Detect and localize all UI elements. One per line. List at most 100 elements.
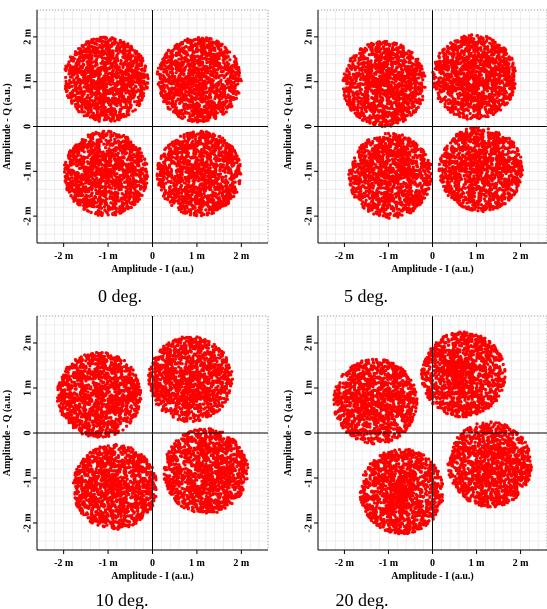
data-point [91,79,96,83]
data-point [93,146,98,150]
data-point [200,36,204,40]
data-point [219,78,223,82]
data-point [91,103,96,107]
data-point [231,89,236,93]
data-point [92,41,97,46]
data-point [90,73,94,77]
data-point [101,88,106,93]
data-point [63,167,67,171]
cluster-1 [63,35,150,123]
data-point [74,62,78,67]
data-point [228,95,233,99]
data-point [239,79,243,83]
data-point [108,91,112,96]
data-point [204,107,209,111]
data-point [112,42,116,46]
data-point [69,149,73,154]
data-point [137,192,141,196]
data-point [236,82,240,86]
data-point [99,167,103,171]
data-point [82,150,86,154]
data-point [84,106,88,110]
data-point [158,75,162,79]
data-point [71,67,75,71]
data-point [82,100,86,105]
data-point [211,78,215,83]
data-point [184,44,188,49]
data-point [88,178,93,182]
data-point [125,189,129,193]
data-point [133,56,137,60]
data-point [72,98,77,103]
data-point [221,104,225,109]
data-point [121,55,125,59]
data-point [90,85,94,89]
data-point [99,82,103,86]
data-point [64,79,68,84]
data-point [173,90,177,95]
data-point [207,88,212,93]
data-point [120,200,124,204]
data-point [215,68,219,72]
data-point [94,201,98,205]
data-point [233,62,237,66]
data-point [176,47,180,51]
data-point [199,98,203,103]
data-point [129,104,133,109]
data-point [84,196,89,200]
data-point [119,197,123,201]
data-point [95,39,99,43]
data-point [139,168,144,172]
data-point [115,146,119,150]
data-point [106,153,110,158]
data-point [67,60,71,64]
data-point [164,70,168,74]
data-point [131,87,135,91]
data-point [134,80,138,84]
data-point [80,70,84,74]
data-point [65,163,69,168]
data-point [97,161,101,165]
data-point [139,184,143,189]
data-point [71,196,75,201]
data-point [180,116,185,120]
data-point [117,188,121,192]
data-point [215,39,219,43]
data-point [78,104,82,109]
data-point [128,97,133,102]
data-point [96,118,101,122]
data-point [200,68,204,72]
data-point [239,172,243,176]
data-point [207,99,211,103]
data-point [100,176,104,180]
data-point [169,55,173,59]
data-point [124,114,128,118]
data-point [87,57,91,61]
data-point [93,54,97,58]
data-point [211,100,215,105]
data-point [160,92,164,96]
data-point [97,49,101,53]
data-point [182,73,186,77]
data-point [125,172,129,176]
data-point [103,92,107,96]
data-point [174,99,178,103]
data-point [68,160,73,164]
data-point [87,61,91,65]
data-point [175,52,179,56]
data-point [107,189,111,193]
data-point [139,176,143,180]
data-point [188,100,193,104]
data-point [219,70,223,74]
data-point [72,154,76,158]
data-point [116,175,120,180]
data-point [218,98,222,102]
data-point [106,78,111,83]
data-point [108,43,112,47]
data-point [80,110,84,114]
data-point [103,192,107,197]
data-point [182,165,186,169]
data-point [128,101,132,105]
data-point [92,205,96,209]
data-point [223,93,227,97]
